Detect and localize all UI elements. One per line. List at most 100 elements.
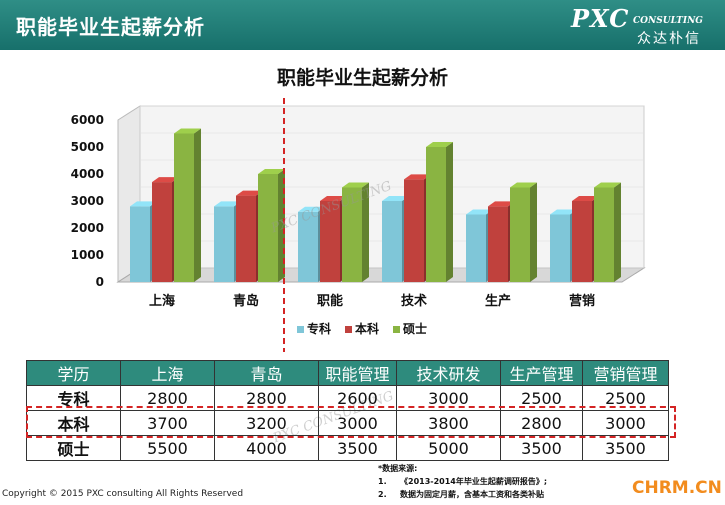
bar <box>130 206 150 282</box>
bar-top <box>510 182 537 188</box>
y-tick-label: 6000 <box>71 113 104 127</box>
table-cell: 3500 <box>500 435 583 461</box>
legend-label: 本科 <box>355 321 379 336</box>
bar-side <box>446 142 453 282</box>
bar-top <box>382 196 409 201</box>
bar <box>550 214 570 282</box>
bar-top <box>152 177 179 183</box>
table-header-cell: 学历 <box>26 360 121 386</box>
table-header-cell: 生产管理 <box>500 360 583 386</box>
bar <box>174 133 194 282</box>
x-tick-label: 技术 <box>401 293 427 309</box>
bar-top <box>466 209 493 215</box>
chart-title: 职能毕业生起薪分析 <box>276 67 448 89</box>
table-cell: 4000 <box>214 435 319 461</box>
table-cell: 2800 <box>500 410 583 436</box>
company-logo: PXC CONSULTING 众达朴信 <box>567 4 717 48</box>
table-cell: 3000 <box>318 410 397 436</box>
bar-top <box>174 128 201 134</box>
bar-top <box>342 182 369 188</box>
bar <box>258 174 278 282</box>
bar <box>510 187 530 282</box>
bar-top <box>320 196 347 201</box>
bar <box>298 211 318 282</box>
bar-top <box>572 196 599 201</box>
bar-side <box>614 182 621 282</box>
bar <box>236 195 256 282</box>
y-tick-label: 4000 <box>71 167 104 181</box>
bar <box>404 179 424 282</box>
bar <box>342 187 362 282</box>
legend-swatch <box>393 326 400 333</box>
logo-pxc: PXC <box>571 4 630 33</box>
bar-side <box>362 182 369 282</box>
bar <box>320 201 340 282</box>
bar <box>466 214 486 282</box>
source-label: *数据来源: <box>378 464 418 473</box>
table-row: 硕士 5500 4000 3500 5000 3500 3500 <box>26 435 669 461</box>
table-cell: 3500 <box>582 435 669 461</box>
table-cell: 本科 <box>26 410 121 436</box>
table-cell: 5500 <box>120 435 215 461</box>
table-cell: 3200 <box>214 410 319 436</box>
y-tick-label: 2000 <box>71 221 104 235</box>
bar-side <box>530 182 537 282</box>
bar-top <box>214 201 241 207</box>
header-bar: 职能毕业生起薪分析 PXC CONSULTING 众达朴信 <box>0 0 725 50</box>
bar-top <box>426 142 453 147</box>
x-tick-label: 营销 <box>569 293 595 309</box>
bar-top <box>404 174 431 180</box>
site-mark: CHRM.CN <box>632 478 722 498</box>
source-item-text: 《2013-2014年毕业生起薪调研报告》; <box>400 477 548 486</box>
table-header-cell: 营销管理 <box>582 360 669 386</box>
bar-top <box>130 201 157 207</box>
data-source-note: *数据来源: 1. 《2013-2014年毕业生起薪调研报告》; 2. 数据为固… <box>378 462 547 501</box>
bar <box>382 201 402 282</box>
bar-top <box>488 201 515 207</box>
bar-top <box>550 209 577 215</box>
bar-top <box>236 190 263 196</box>
table-cell: 3700 <box>120 410 215 436</box>
legend-swatch <box>345 326 352 333</box>
source-item: 1. 《2013-2014年毕业生起薪调研报告》; <box>378 475 547 488</box>
x-tick-label: 生产 <box>485 293 511 309</box>
copyright-text: Copyright © 2015 PXC consulting All Righ… <box>2 489 244 499</box>
bar-top <box>258 169 285 174</box>
x-tick-label: 青岛 <box>233 293 259 309</box>
x-tick-label: 职能 <box>317 293 343 309</box>
table-cell: 5000 <box>396 435 501 461</box>
table-header-cell: 职能管理 <box>318 360 397 386</box>
table-header-row: 学历 上海 青岛 职能管理 技术研发 生产管理 营销管理 <box>26 360 669 386</box>
bar-top <box>594 182 621 188</box>
legend-label: 专科 <box>307 321 331 336</box>
bar <box>152 182 172 282</box>
table-header-cell: 技术研发 <box>396 360 501 386</box>
header-title: 职能毕业生起薪分析 <box>16 15 205 39</box>
bar <box>488 206 508 282</box>
table-cell: 硕士 <box>26 435 121 461</box>
bar <box>594 187 614 282</box>
source-item-number: 1. <box>378 477 387 486</box>
bar <box>572 201 592 282</box>
y-tick-label: 1000 <box>71 248 104 262</box>
source-item-number: 2. <box>378 490 387 499</box>
legend-label: 硕士 <box>403 321 427 336</box>
table-cell: 3500 <box>318 435 397 461</box>
y-tick-label: 5000 <box>71 140 104 154</box>
source-item: 2. 数据为固定月薪，含基本工资和各类补贴 <box>378 488 547 501</box>
bar <box>214 206 234 282</box>
legend-swatch <box>297 326 304 333</box>
logo-chinese: 众达朴信 <box>637 31 701 47</box>
logo-consulting: CONSULTING <box>633 16 703 26</box>
table-cell: 3000 <box>582 410 669 436</box>
y-tick-label: 0 <box>96 275 104 289</box>
bar-top <box>298 206 325 212</box>
x-tick-label: 上海 <box>149 293 175 309</box>
bar <box>426 147 446 282</box>
bar-side <box>194 128 201 282</box>
table-header-cell: 上海 <box>120 360 215 386</box>
row-highlight-box <box>26 406 676 438</box>
y-tick-label: 3000 <box>71 194 104 208</box>
source-item-text: 数据为固定月薪，含基本工资和各类补贴 <box>400 490 544 499</box>
